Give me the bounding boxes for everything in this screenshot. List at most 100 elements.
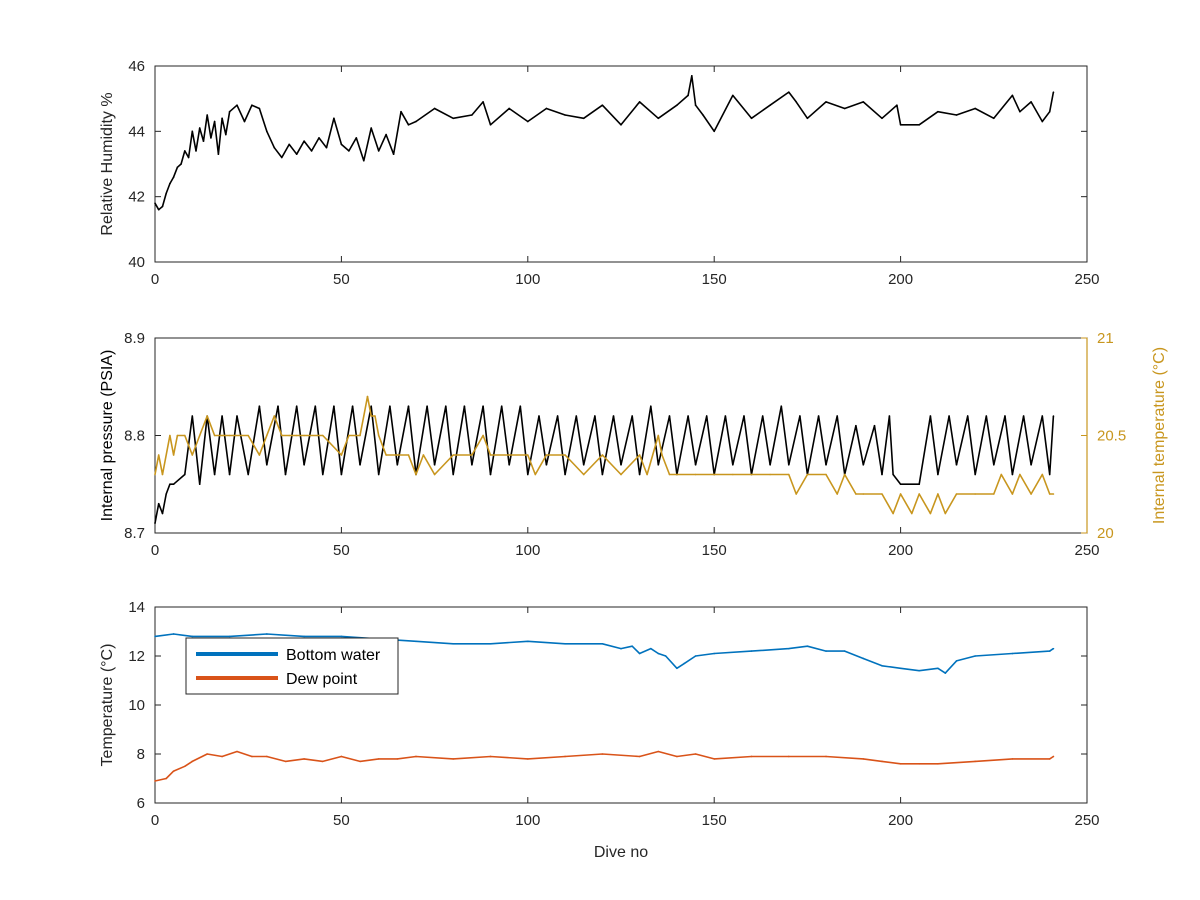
data-point: [198, 127, 201, 129]
data-point: [993, 117, 995, 120]
data-point: [601, 473, 604, 476]
data-point: [843, 473, 846, 476]
data-point: [1041, 415, 1044, 417]
y-tick-label: 40: [128, 254, 145, 271]
data-point: [508, 107, 510, 110]
data-point: [184, 473, 186, 476]
data-point: [732, 473, 734, 476]
data-point: [1052, 91, 1055, 93]
data-point: [426, 405, 428, 408]
data-point: [918, 669, 921, 672]
data-point: [157, 454, 160, 456]
x-tick-label: 250: [1074, 812, 1099, 829]
data-point: [303, 140, 305, 142]
data-point: [340, 143, 343, 146]
data-point: [284, 473, 287, 476]
data-point: [910, 512, 913, 515]
data-point: [955, 463, 958, 466]
data-point: [288, 434, 291, 437]
data-point: [918, 493, 921, 495]
y2-tick-label: 20: [1097, 525, 1114, 542]
data-point: [191, 635, 194, 638]
y-axis-label: Internal pressure (PSIA): [99, 350, 116, 522]
data-point: [463, 405, 466, 408]
data-point: [937, 667, 939, 670]
data-point: [396, 758, 399, 760]
data-point: [862, 463, 865, 466]
data-point: [325, 146, 328, 149]
data-point: [985, 415, 988, 417]
data-point: [646, 473, 648, 476]
data-point: [489, 473, 492, 476]
data-point: [732, 94, 734, 97]
data-point: [527, 120, 529, 123]
y-tick-label: 8: [137, 746, 145, 763]
data-point: [918, 124, 921, 126]
axes-frame: [154, 65, 1088, 263]
data-point: [564, 642, 566, 645]
data-point: [195, 150, 197, 152]
data-point: [881, 760, 883, 763]
data-point: [862, 101, 865, 103]
data-point: [169, 434, 171, 437]
x-tick-label: 100: [515, 542, 540, 559]
data-point: [1048, 493, 1051, 495]
data-point: [896, 104, 898, 106]
data-point: [184, 765, 186, 768]
data-point: [172, 483, 175, 486]
y-tick-label: 8.9: [124, 330, 145, 347]
data-point: [556, 415, 559, 417]
data-point: [955, 660, 958, 662]
y-tick-label: 44: [128, 123, 145, 140]
data-point: [508, 463, 510, 466]
data-point: [612, 415, 615, 417]
data-point: [154, 522, 156, 525]
data-point: [1048, 473, 1051, 476]
data-point: [918, 483, 921, 486]
data-point: [974, 107, 976, 110]
data-point: [157, 502, 160, 505]
data-point: [191, 760, 194, 763]
data-point: [601, 454, 604, 456]
data-point: [825, 101, 827, 103]
data-point: [280, 156, 283, 159]
data-point: [694, 655, 697, 657]
data-point: [333, 405, 335, 408]
data-point: [217, 153, 220, 155]
data-point: [1022, 415, 1025, 417]
data-point: [154, 473, 156, 476]
x-tick-label: 250: [1074, 542, 1099, 559]
data-point: [154, 780, 156, 782]
data-point: [601, 753, 604, 755]
data-point: [527, 454, 529, 456]
data-point: [172, 770, 175, 772]
data-point: [661, 454, 663, 456]
data-point: [836, 493, 839, 495]
y-tick-label: 8.8: [124, 428, 145, 445]
data-point: [415, 640, 417, 643]
data-point: [843, 650, 846, 652]
data-point: [944, 512, 947, 515]
data-point: [825, 463, 827, 466]
y-tick-label: 42: [128, 189, 145, 206]
data-point: [843, 107, 846, 110]
data-point: [482, 405, 484, 408]
data-point: [251, 755, 253, 758]
data-point: [650, 405, 652, 408]
data-point: [780, 405, 783, 408]
data-point: [1030, 101, 1032, 103]
x-tick-label: 250: [1074, 271, 1099, 288]
y-tick-label: 10: [128, 697, 145, 714]
data-point: [198, 483, 201, 486]
data-point: [683, 662, 686, 665]
data-point: [1030, 493, 1032, 495]
data-point: [489, 642, 492, 645]
data-point: [694, 463, 697, 466]
data-point: [929, 415, 932, 417]
data-point: [161, 473, 164, 476]
data-point: [582, 117, 585, 120]
data-point: [668, 415, 671, 417]
data-point: [258, 405, 261, 408]
data-point: [221, 755, 223, 758]
data-point: [937, 473, 939, 476]
